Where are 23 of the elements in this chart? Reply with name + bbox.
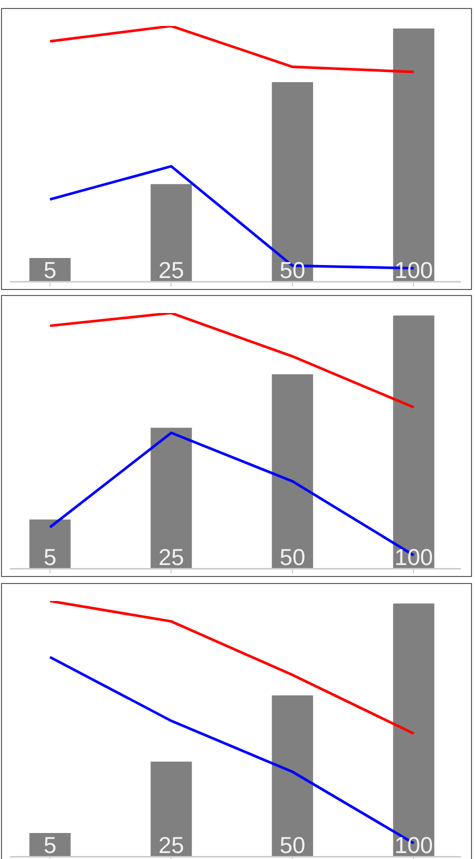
x-tick-label: 100: [394, 832, 433, 858]
x-tick-label: 25: [158, 257, 184, 283]
x-tick-label: 5: [44, 257, 56, 283]
bar: [272, 695, 314, 856]
x-tick-label: 100: [394, 544, 433, 570]
x-tick-label: 5: [44, 832, 56, 858]
bar: [393, 28, 434, 281]
bar: [393, 604, 434, 856]
x-tick-label: 5: [44, 544, 56, 570]
bar: [29, 833, 71, 856]
bar: [29, 520, 71, 568]
x-tick-label: 25: [158, 832, 184, 858]
bar: [29, 258, 71, 281]
x-tick-label: 100: [394, 257, 433, 283]
bar: [150, 762, 192, 856]
x-tick-label: 50: [280, 832, 306, 858]
bar: [272, 82, 314, 281]
x-tick-label: 25: [158, 544, 184, 570]
bar: [272, 374, 314, 568]
bar: [150, 428, 192, 568]
x-tick-label: 50: [280, 544, 306, 570]
bar: [393, 316, 434, 568]
bar: [150, 184, 192, 281]
